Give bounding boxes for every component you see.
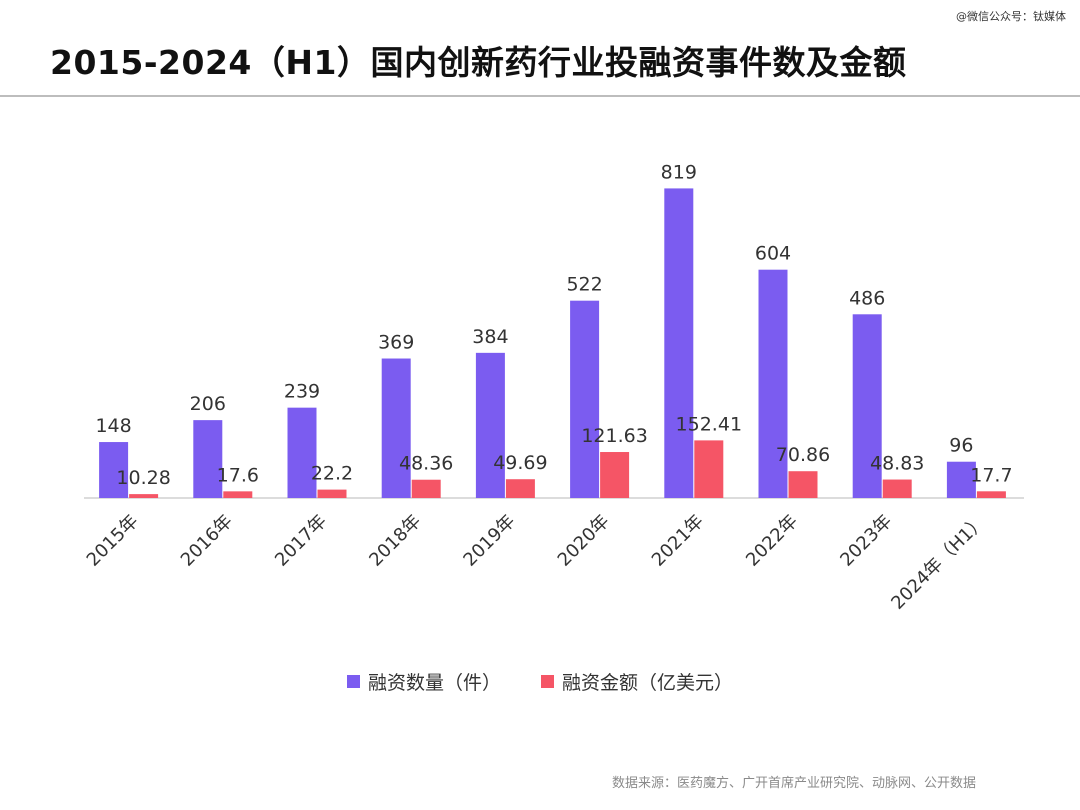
- x-tick-label-9: 2024年（H1）: [887, 511, 990, 614]
- label-count-7: 604: [755, 243, 791, 265]
- label-amount-3: 48.36: [399, 453, 453, 475]
- bar-amount-4: [505, 479, 535, 498]
- x-tick-label-2: 2017年: [271, 511, 331, 571]
- chart-legend: 融资数量（件） 融资金额（亿美元）: [0, 668, 1080, 695]
- legend-swatch-amount: [541, 675, 554, 688]
- label-count-5: 522: [566, 274, 602, 296]
- chart-title: 2015-2024（H1）国内创新药行业投融资事件数及金额: [50, 43, 907, 82]
- label-count-4: 384: [472, 326, 508, 348]
- x-tick-label-1: 2016年: [177, 511, 237, 571]
- label-count-9: 96: [949, 435, 973, 457]
- label-count-0: 148: [95, 415, 131, 437]
- x-tick-label-8: 2023年: [836, 511, 896, 571]
- bar-amount-7: [788, 471, 818, 498]
- label-amount-9: 17.7: [970, 464, 1012, 486]
- bar-amount-9: [976, 491, 1006, 498]
- x-tick-label-4: 2019年: [459, 511, 519, 571]
- bar-count-8: [852, 314, 882, 498]
- x-tick-label-3: 2018年: [365, 511, 425, 571]
- label-count-3: 369: [378, 332, 414, 354]
- bar-count-3: [381, 358, 411, 498]
- label-amount-7: 70.86: [776, 444, 830, 466]
- label-amount-0: 10.28: [116, 467, 170, 489]
- label-amount-8: 48.83: [870, 453, 924, 475]
- bar-count-4: [475, 352, 505, 498]
- bar-count-0: [99, 442, 129, 498]
- label-amount-6: 152.41: [676, 413, 742, 435]
- x-tick-label-6: 2021年: [648, 511, 708, 571]
- bar-amount-3: [411, 479, 441, 498]
- bar-count-2: [287, 407, 317, 498]
- legend-label-count: 融资数量（件）: [367, 672, 501, 694]
- wechat-watermark: @微信公众号：钛媒体: [956, 10, 1066, 23]
- bar-amount-1: [223, 491, 253, 498]
- bar-chart: 148 10.28 2015年 206 17.6 2016年 239 22.2 2017年 369…: [83, 161, 1024, 614]
- bar-amount-2: [317, 489, 347, 498]
- legend-label-amount: 融资金额（亿美元）: [562, 672, 734, 694]
- title-divider: [0, 95, 1080, 97]
- label-amount-2: 22.2: [311, 463, 353, 485]
- label-count-1: 206: [190, 393, 226, 415]
- bar-amount-5: [600, 452, 630, 498]
- x-tick-label-7: 2022年: [742, 511, 802, 571]
- bar-amount-6: [694, 440, 724, 498]
- bar-count-1: [193, 420, 223, 498]
- legend-item-amount: 融资金额（亿美元）: [541, 668, 733, 695]
- x-tick-label-0: 2015年: [83, 511, 143, 571]
- data-source-note: 数据来源：医药魔方、广开首席产业研究院、动脉网、公开数据: [611, 776, 976, 791]
- label-count-6: 819: [661, 161, 697, 183]
- bar-count-9: [946, 461, 976, 498]
- bar-amount-8: [882, 479, 912, 498]
- label-amount-4: 49.69: [493, 452, 547, 474]
- legend-swatch-count: [346, 675, 360, 688]
- bar-count-7: [758, 269, 788, 498]
- label-count-8: 486: [849, 287, 885, 309]
- bar-count-5: [570, 300, 600, 498]
- bar-count-6: [664, 188, 694, 498]
- label-amount-5: 121.63: [581, 425, 647, 447]
- label-count-2: 239: [284, 381, 320, 403]
- legend-item-count: 融资数量（件）: [346, 668, 501, 695]
- label-amount-1: 17.6: [217, 464, 259, 486]
- x-tick-label-5: 2020年: [554, 511, 614, 571]
- bar-amount-0: [129, 494, 159, 498]
